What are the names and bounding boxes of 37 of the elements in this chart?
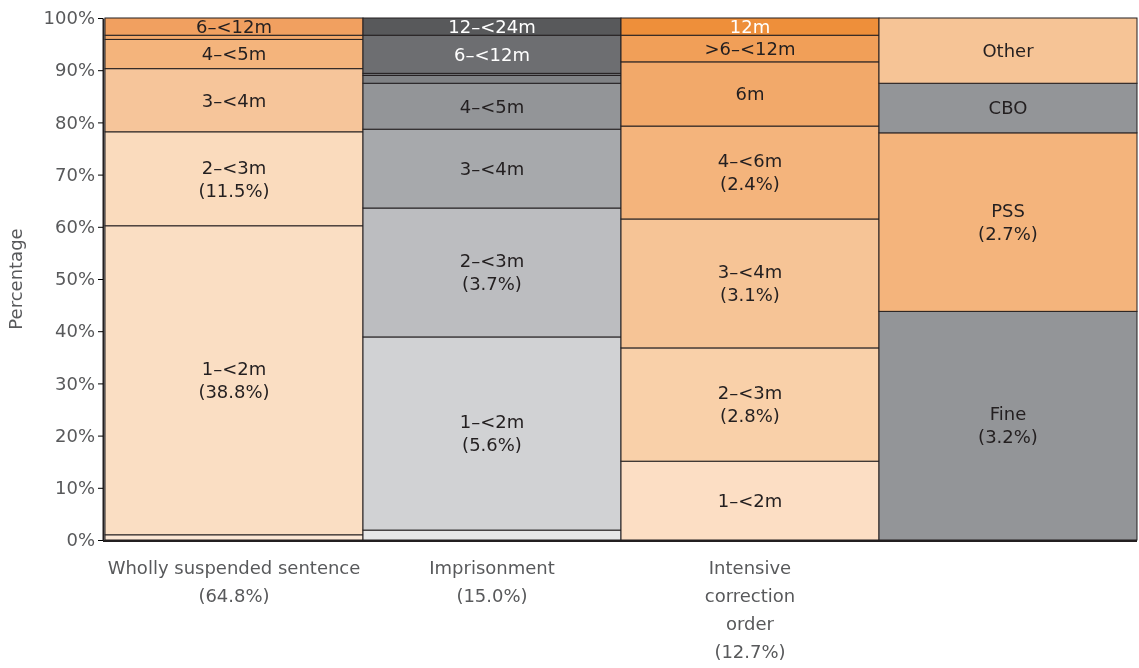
y-tick-label: 80% — [54, 111, 95, 133]
y-tick-label: 20% — [54, 424, 95, 446]
series-label: 4–<6m (2.4%) — [717, 150, 783, 195]
y-tick-label: 60% — [54, 216, 95, 238]
y-tick-label: 40% — [54, 320, 95, 342]
series-label: 12m — [729, 15, 771, 37]
y-tick-label: 90% — [54, 59, 95, 81]
x-tick-label: Wholly suspended sentence (64.8%) — [107, 557, 361, 606]
y-tick-label: 70% — [54, 163, 95, 185]
y-axis-title: Percentage — [5, 228, 26, 330]
series-label: CBO — [988, 97, 1028, 119]
series-label: 4–<5m — [201, 43, 267, 65]
series-label: 3–<4m — [201, 89, 267, 111]
series-label: 3–<4m (3.1%) — [717, 261, 783, 306]
series-label: PSS (2.7%) — [978, 199, 1038, 244]
series-label: 6–<12m — [196, 15, 272, 37]
series-label: 6m — [735, 83, 765, 105]
series-label: 12–<24m — [448, 15, 536, 37]
series-label: 1–<2m (38.8%) — [198, 358, 270, 403]
x-tick-label: Intensive correction order (12.7%) — [704, 557, 796, 662]
series-label: Other — [982, 39, 1035, 61]
y-tick-label: 10% — [54, 477, 95, 499]
series-label: 6–<12m — [454, 43, 530, 65]
y-tick-label: 50% — [54, 268, 95, 290]
series-label: >6–<12m — [704, 37, 796, 59]
series-label: 2–<3m (11.5%) — [198, 156, 270, 201]
series-label: 2–<3m (3.7%) — [459, 250, 525, 295]
series-label: 2–<3m (2.8%) — [717, 382, 783, 427]
y-tick-label: 0% — [66, 529, 95, 551]
series-label: 1–<2m (5.6%) — [459, 411, 525, 456]
series-label: Fine (3.2%) — [978, 403, 1038, 448]
y-tick-label: 30% — [54, 372, 95, 394]
series-label: 4–<5m — [459, 95, 525, 117]
x-tick-label: Imprisonment (15.0%) — [429, 557, 555, 606]
y-tick-label: 100% — [43, 7, 95, 29]
series-label: 3–<4m — [459, 157, 525, 179]
series-label: 1–<2m — [717, 489, 783, 511]
